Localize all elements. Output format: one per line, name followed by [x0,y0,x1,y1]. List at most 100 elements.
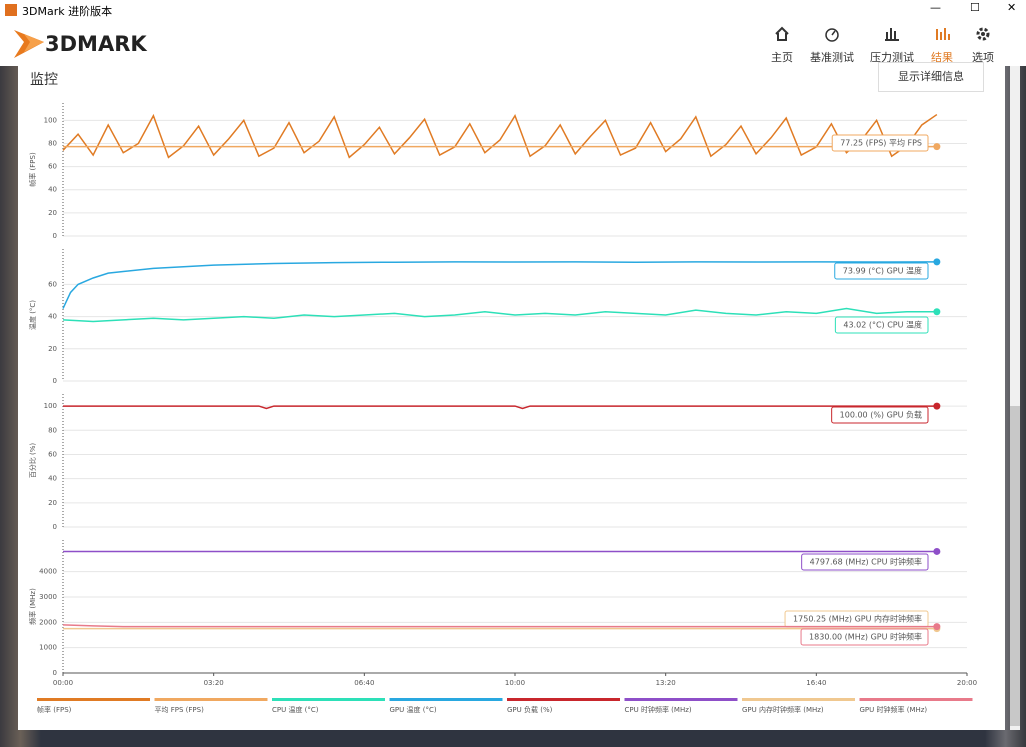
y-tick-label: 0 [53,523,57,531]
y-tick-label: 4000 [39,568,57,576]
minimize[interactable]: — [930,1,941,14]
nav-item[interactable]: 基准测试 [802,26,862,65]
y-tick-label: 60 [48,163,57,171]
series-line [62,261,937,309]
nav-item[interactable]: 结果 [912,26,972,65]
nav-item[interactable]: 压力测试 [862,26,922,65]
legend-label: CPU 时钟频率 (MHz) [625,705,692,714]
nav-icon [936,28,950,40]
callout: 77.25 (FPS) 平均 FPS [831,134,929,152]
end-dot [933,143,941,151]
x-tick-label: 06:40 [354,679,374,687]
nav-label: 结果 [931,51,953,64]
series-line [63,405,937,410]
callout-box [834,316,929,334]
logo-icon [14,30,44,58]
y-tick-label: 40 [48,186,57,194]
nav-icon [976,27,990,41]
nav-icon [885,28,899,41]
callout-box [831,406,929,424]
callout: 4797.68 (MHz) CPU 时钟频率 [801,553,929,571]
end-dot [933,308,941,316]
title-bar: 3DMark 进阶版本 — ☐ ✕ [0,0,1026,20]
legend-swatch [272,698,385,701]
callout: 43.02 (°C) CPU 温度 [834,316,929,334]
series-line [62,307,937,323]
x-tick-label: 13:20 [656,679,676,687]
y-tick-label: 60 [48,450,57,458]
x-tick-label: 00:00 [53,679,73,687]
nav-label: 压力测试 [870,51,914,64]
series-line [62,624,937,628]
callout-box [800,628,929,646]
y-axis-label: 帧率 (FPS) [28,152,37,187]
end-dot [933,623,941,631]
nav-label: 基准测试 [810,51,854,64]
series-line [62,113,938,159]
legend-swatch [37,698,150,701]
y-tick-label: 3000 [39,593,57,601]
app-icon [5,4,17,16]
y-tick-label: 20 [48,345,57,353]
y-tick-label: 20 [48,209,57,217]
callout: 73.99 (°C) GPU 温度 [834,262,929,280]
end-dot [933,402,941,410]
callout: 1750.25 (MHz) GPU 内存时钟频率 [784,610,929,628]
y-tick-label: 20 [48,499,57,507]
callout: 100.00 (%) GPU 负载 [831,406,929,424]
nav-icon [775,26,789,41]
x-tick-label: 03:20 [204,679,224,687]
y-tick-label: 60 [48,280,57,288]
nav-label: 主页 [771,51,793,64]
section-title: 监控 [30,72,58,88]
callout-label: 77.25 (FPS) 平均 FPS [840,138,922,148]
callout: 1830.00 (MHz) GPU 时钟频率 [800,628,929,646]
y-axis-label: 百分比 (%) [28,443,37,479]
callout-label: 4797.68 (MHz) CPU 时钟频率 [810,557,922,567]
scrollbar[interactable] [1010,66,1020,730]
legend-label: GPU 时钟频率 (MHz) [860,705,928,714]
window-title: 3DMark 进阶版本 [22,5,113,18]
x-tick-label: 10:00 [505,679,525,687]
maximize[interactable]: ☐ [970,1,980,14]
end-dot [933,258,941,266]
close[interactable]: ✕ [1007,1,1017,14]
legend-swatch [154,698,268,701]
y-tick-label: 0 [53,232,57,240]
x-tick-label: 20:00 [957,679,977,687]
details-button[interactable]: 显示详细信息 [878,62,984,92]
y-tick-label: 80 [48,426,57,434]
nav-icon [825,28,839,42]
legend-swatch [742,698,855,701]
y-axis-label: 频率 (MHz) [28,588,37,625]
logo: 3DMARK [45,32,147,56]
legend-label: 平均 FPS (FPS) [155,705,205,714]
scroll-thumb[interactable] [1010,406,1020,726]
x-tick-label: 16:40 [806,679,826,687]
end-dot [933,547,941,555]
legend-label: 帧率 (FPS) [37,705,72,714]
legend-label: GPU 温度 (°C) [390,705,437,714]
legend-label: GPU 内存时钟频率 (MHz) [742,705,824,714]
y-tick-label: 100 [44,116,57,124]
callout-box [834,262,929,280]
y-tick-label: 1000 [39,644,57,652]
y-tick-label: 40 [48,475,57,483]
header: 3DMARK 主页 基准测试 压力测试 结果 选项 [0,20,1026,66]
y-tick-label: 80 [48,139,57,147]
legend-label: CPU 温度 (°C) [272,705,319,714]
legend-swatch [624,698,738,701]
callout-label: 1750.25 (MHz) GPU 内存时钟频率 [793,614,922,624]
y-tick-label: 2000 [39,618,57,626]
legend-swatch [389,698,503,701]
y-tick-label: 0 [53,669,57,677]
nav-label: 选项 [972,51,994,64]
y-tick-label: 0 [53,377,57,385]
y-axis-label: 温度 (°C) [28,300,37,330]
callout-label: 73.99 (°C) GPU 温度 [843,266,922,276]
legend-swatch [859,698,973,701]
nav-item[interactable]: 主页 [752,26,812,65]
nav-item[interactable]: 选项 [953,26,1013,65]
